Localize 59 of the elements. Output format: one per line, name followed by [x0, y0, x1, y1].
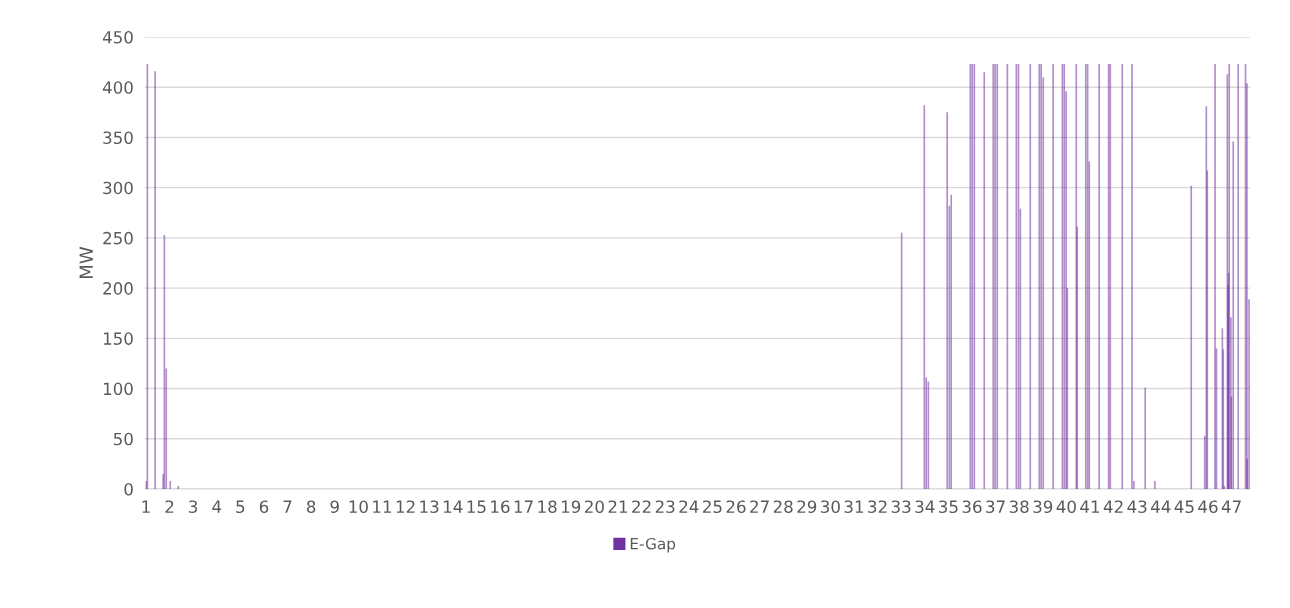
- x-tick-label: 42: [1103, 500, 1123, 513]
- x-tick-label: 37: [986, 500, 1005, 514]
- x-tick-label: 10: [349, 500, 368, 514]
- x-tick-label: 32: [868, 500, 887, 514]
- y-tick-label: 200: [103, 282, 133, 295]
- x-tick-label: 18: [538, 500, 557, 514]
- x-tick-label: 29: [797, 500, 817, 514]
- x-tick-label: 33: [891, 500, 911, 514]
- x-tick-label: 14: [443, 500, 463, 513]
- x-tick-label: 7: [283, 500, 292, 513]
- x-tick-label: 2: [165, 500, 174, 513]
- x-tick-label: 24: [679, 500, 699, 513]
- x-tick-label: 4: [212, 500, 222, 513]
- x-tick-label: 21: [608, 500, 628, 513]
- x-tick-label: 1: [142, 500, 150, 513]
- y-tick-label: 100: [103, 382, 133, 396]
- x-tick-label: 44: [1151, 500, 1171, 513]
- y-tick-label: 300: [103, 181, 133, 195]
- y-tick-label: 400: [102, 81, 133, 94]
- x-tick-label: 11: [373, 500, 392, 513]
- x-tick-label: 12: [396, 500, 415, 513]
- x-tick-label: 38: [1009, 500, 1029, 514]
- y-tick-label: 50: [113, 432, 133, 446]
- x-tick-label: 17: [514, 500, 533, 513]
- y-tick-label: 350: [103, 131, 133, 145]
- x-tick-label: 15: [467, 500, 486, 514]
- x-tick-label: 25: [702, 500, 722, 514]
- x-tick-label: 36: [962, 500, 982, 514]
- y-tick-label: 150: [103, 332, 133, 345]
- legend-label: E-Gap: [630, 537, 676, 553]
- x-tick-label: 31: [844, 500, 864, 514]
- x-tick-label: 39: [1033, 500, 1053, 514]
- x-tick-label: 22: [632, 500, 651, 513]
- x-tick-label: 9: [330, 500, 339, 514]
- x-tick-label: 26: [726, 500, 746, 514]
- x-tick-label: 35: [939, 500, 958, 514]
- x-tick-label: 27: [750, 500, 769, 513]
- y-tick-label: 450: [102, 30, 133, 44]
- x-tick-label: 23: [655, 500, 675, 514]
- x-tick-label: 8: [306, 500, 316, 514]
- y-tick-label: 250: [103, 231, 133, 245]
- x-tick-label: 46: [1198, 500, 1218, 514]
- x-tick-label: 30: [821, 500, 840, 514]
- x-tick-label: 6: [259, 500, 269, 514]
- y-axis-title: MW: [79, 246, 93, 278]
- x-tick-label: 40: [1056, 500, 1076, 514]
- x-tick-label: 19: [561, 500, 581, 514]
- x-tick-label: 47: [1221, 500, 1241, 513]
- x-tick-label: 34: [915, 500, 935, 514]
- x-tick-label: 13: [420, 500, 439, 514]
- x-tick-label: 3: [189, 500, 198, 514]
- y-tick-label: 0: [124, 482, 133, 496]
- x-tick-label: 5: [236, 500, 245, 514]
- x-tick-label: 16: [491, 500, 510, 514]
- x-tick-label: 41: [1080, 500, 1100, 513]
- x-tick-label: 28: [773, 500, 793, 514]
- x-tick-label: 45: [1174, 500, 1194, 514]
- x-tick-label: 20: [584, 500, 604, 514]
- x-tick-label: 43: [1127, 500, 1147, 514]
